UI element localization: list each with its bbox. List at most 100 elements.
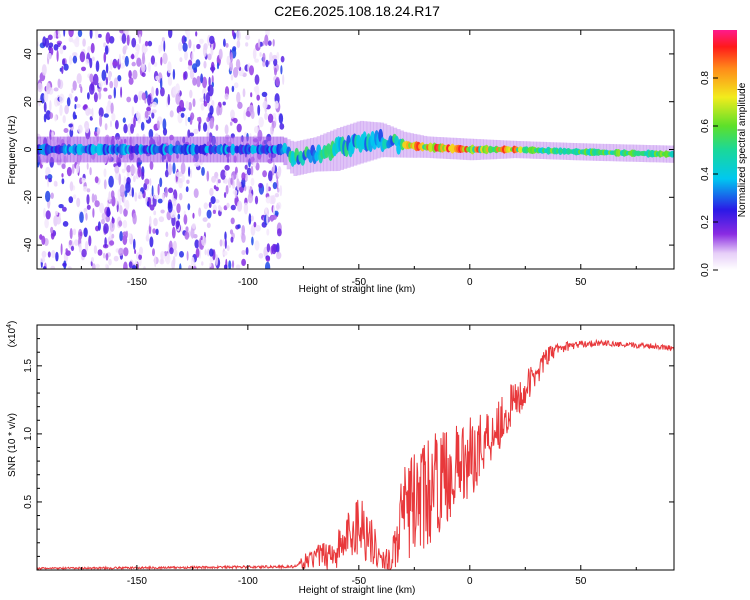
spectrogram-noise-cell bbox=[262, 170, 267, 178]
spectrogram-noise-cell bbox=[131, 187, 134, 198]
spectrogram-noise-cell bbox=[151, 101, 157, 108]
colorbar-label: Normalized spectral amplitude bbox=[737, 82, 748, 217]
spectrogram-y-axis: -40 -20 0 20 40 bbox=[23, 48, 674, 252]
spectrogram-noise-cell bbox=[58, 204, 64, 209]
spectrogram-noise-cell bbox=[272, 162, 276, 173]
spectrogram-y-tick-label: 40 bbox=[23, 48, 34, 60]
spectrogram-noise-cell bbox=[151, 109, 157, 114]
spectrogram-noise-cell bbox=[126, 177, 131, 185]
spectrogram-noise-cell bbox=[131, 53, 135, 60]
spectrogram-noise-cell bbox=[147, 94, 152, 106]
spectrogram-noise-cell bbox=[265, 256, 271, 262]
spectrogram-noise-cell bbox=[45, 210, 51, 220]
snr-series-line bbox=[37, 338, 674, 570]
spectrogram-noise-cell bbox=[118, 220, 123, 227]
spectrogram-noise-cell bbox=[168, 187, 174, 194]
spectrogram-noise-cell bbox=[218, 48, 223, 60]
spectrogram-noise-cell bbox=[160, 77, 163, 90]
spectrogram-noise-cell bbox=[111, 217, 115, 224]
spectrogram-noise-cell bbox=[268, 170, 273, 182]
spectrogram-noise-cell bbox=[230, 204, 236, 211]
spectrogram-noise-cell bbox=[230, 109, 235, 119]
spectrogram-noise-cell bbox=[264, 112, 268, 121]
spectrogram-noise-cell bbox=[103, 87, 108, 92]
spectrogram-noise-cell bbox=[62, 206, 67, 212]
spectrogram-noise-cell bbox=[74, 96, 78, 103]
snr-x-tick-label: 50 bbox=[575, 576, 587, 587]
spectrogram-noise-cell bbox=[187, 65, 193, 70]
spectrogram-x-tick-label: 50 bbox=[575, 277, 587, 288]
spectrogram-noise-cell bbox=[224, 171, 227, 177]
spectrogram-noise-cell bbox=[53, 44, 59, 51]
spectrogram-noise-cell bbox=[201, 261, 204, 266]
spectrogram-noise-cell bbox=[237, 224, 241, 229]
spectrogram-noise-cell bbox=[168, 163, 172, 176]
spectrogram-noise-cell bbox=[236, 123, 242, 133]
spectrogram-noise-cell bbox=[195, 247, 200, 258]
spectrogram-noise-cell bbox=[95, 263, 100, 269]
spectrogram-noise-cell bbox=[49, 100, 52, 112]
spectrogram-noise-cell bbox=[203, 101, 208, 107]
spectrogram-noise-cell bbox=[265, 59, 269, 68]
spectrogram-noise-cell bbox=[144, 40, 149, 47]
spectrogram-noise-cell bbox=[134, 192, 138, 202]
spectrogram-noise-cell bbox=[202, 217, 208, 223]
spectrogram-noise-cell bbox=[209, 117, 214, 129]
spectrogram-noise-cell bbox=[167, 76, 173, 86]
spectrogram-noise-cell bbox=[206, 209, 212, 219]
spectrogram-noise-cell bbox=[41, 250, 47, 258]
spectrogram-noise-cell bbox=[125, 199, 130, 211]
spectrogram-noise-cell bbox=[253, 86, 258, 93]
spectrogram-noise-cell bbox=[119, 231, 123, 242]
spectrogram-noise-cell bbox=[131, 61, 136, 67]
spectrogram-y-tick-label: 0 bbox=[23, 146, 34, 152]
spectrogram-noise-cell bbox=[174, 249, 178, 257]
spectrogram-noise-cell bbox=[267, 40, 272, 46]
spectrogram-noise-cell bbox=[164, 169, 169, 178]
spectrogram-noise-cell bbox=[98, 91, 102, 100]
spectrogram-noise-cell bbox=[76, 73, 82, 84]
spectrogram-noise-cell bbox=[156, 120, 160, 129]
spectrogram-noise-cell bbox=[77, 124, 83, 134]
spectrogram-y-tick-label: -40 bbox=[23, 237, 34, 252]
spectrogram-noise-cell bbox=[61, 173, 64, 178]
spectrogram-noise-cell bbox=[208, 201, 212, 208]
spectrogram-noise-cell bbox=[192, 77, 197, 86]
spectrogram-noise-cell bbox=[231, 260, 235, 269]
spectrogram-noise-cell bbox=[91, 107, 94, 119]
spectrogram-noise-cell bbox=[118, 247, 124, 256]
spectrogram-noise-cell bbox=[160, 209, 165, 214]
spectrogram-noise-cell bbox=[122, 234, 128, 246]
spectrogram-noise-cell bbox=[155, 75, 160, 81]
spectrogram-noise-cell bbox=[104, 123, 108, 131]
spectrogram-noise-cell bbox=[62, 115, 66, 124]
spectrogram-noise-cell bbox=[187, 129, 191, 138]
spectrogram-noise-cell bbox=[110, 120, 112, 128]
spectrogram-noise-cell bbox=[94, 176, 99, 184]
spectrogram-noise-cell bbox=[241, 233, 246, 243]
spectrogram-noise-cell bbox=[175, 93, 181, 105]
spectrogram-noise-cell bbox=[133, 238, 136, 250]
spectrogram-noise-cell bbox=[80, 86, 83, 94]
spectrogram-noise-cell bbox=[82, 186, 88, 192]
spectrogram-noise-cell bbox=[250, 224, 256, 236]
spectrogram-noise-cell bbox=[132, 69, 138, 80]
spectrogram-noise-cell bbox=[75, 163, 80, 174]
spectrogram-noise-cell bbox=[72, 52, 78, 57]
spectrogram-noise-cell bbox=[126, 34, 130, 46]
spectrogram-noise-cell bbox=[216, 176, 219, 186]
spectrogram-noise-cell bbox=[226, 202, 230, 208]
spectrogram-noise-cell bbox=[172, 189, 178, 201]
spectrogram-noise-cell bbox=[267, 113, 274, 124]
spectrogram-noise-cell bbox=[85, 58, 90, 65]
spectrogram-noise-cell bbox=[253, 221, 257, 228]
spectrogram-x-tick-label: -150 bbox=[127, 277, 147, 288]
spectrogram-noise-cell bbox=[184, 50, 188, 61]
spectrogram-noise-cell bbox=[83, 104, 88, 110]
spectrogram-noise-cell bbox=[251, 236, 254, 246]
spectrogram-noise-cell bbox=[223, 192, 227, 198]
spectrogram-noise-cell bbox=[229, 60, 234, 72]
spectrogram-noise-cell bbox=[226, 245, 230, 252]
spectrogram-noise-cell bbox=[262, 40, 265, 46]
